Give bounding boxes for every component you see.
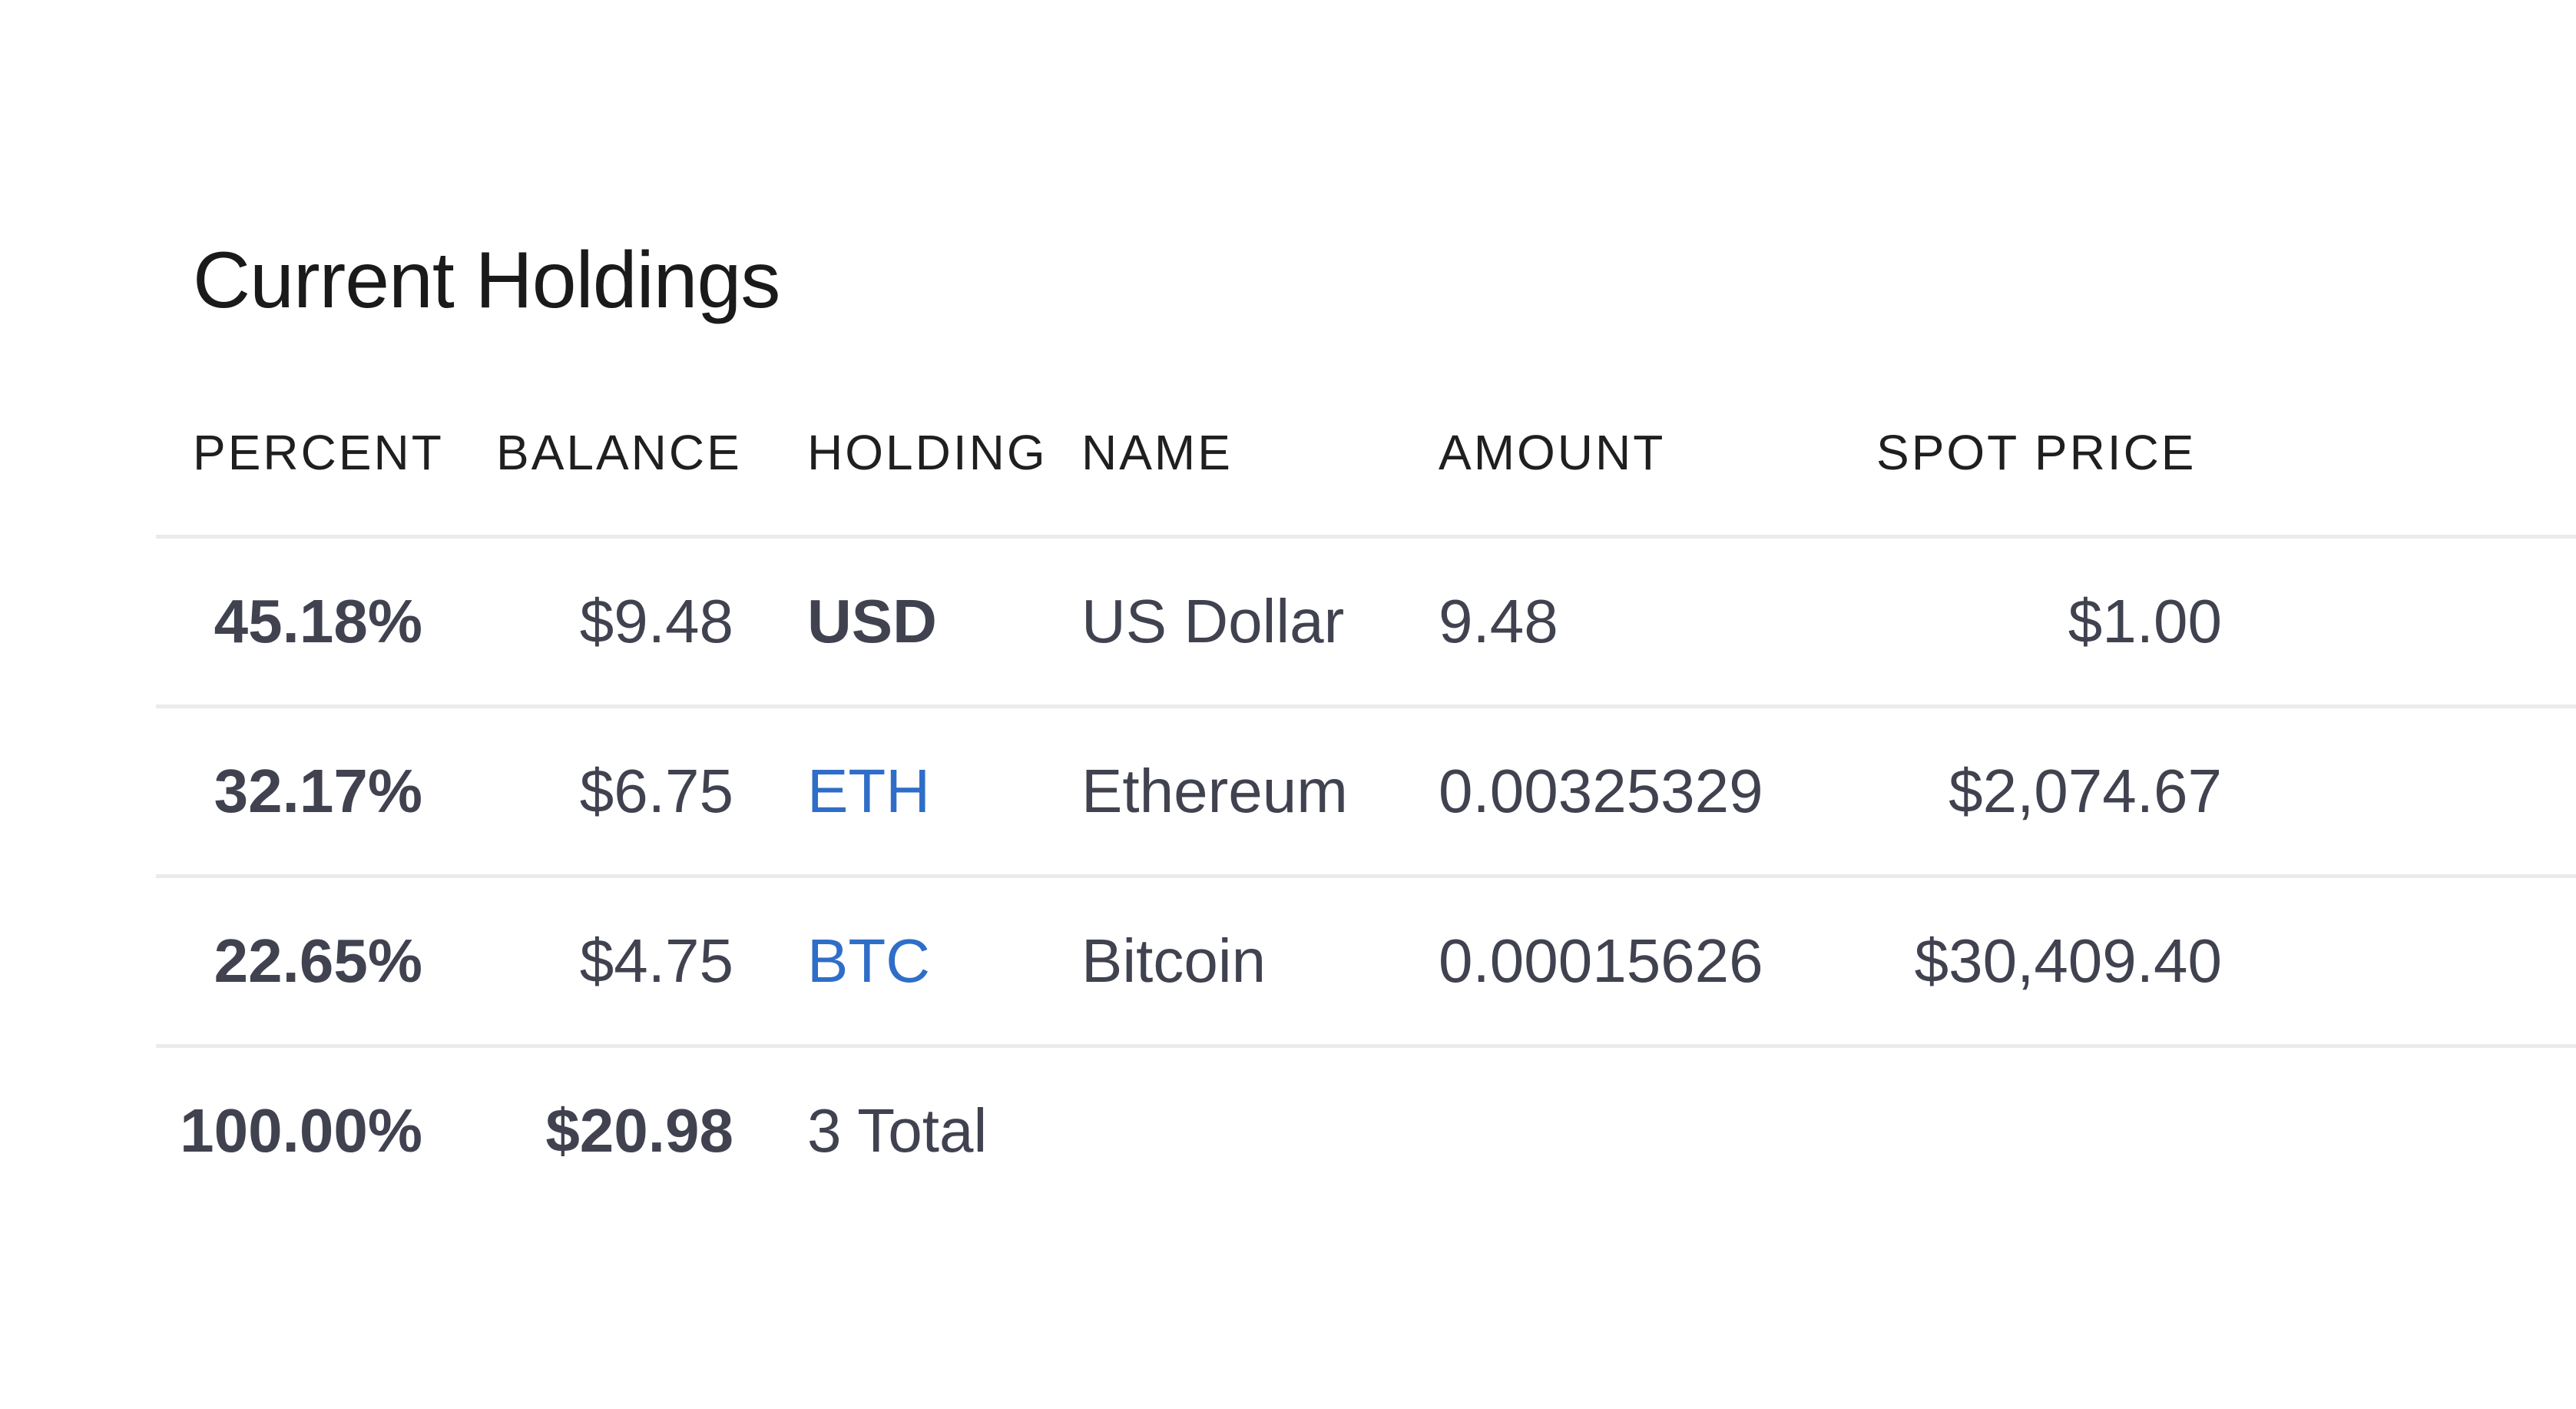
- row-holding: USD: [770, 535, 1081, 707]
- row-spot-price: $2,074.67: [1876, 704, 2222, 877]
- row-percent: 22.65%: [156, 874, 459, 1046]
- row-spacer: [2222, 535, 2576, 707]
- table-row: 45.18% $9.48 USD US Dollar 9.48 $1.00: [156, 535, 2576, 707]
- total-row: 100.00% $20.98 3 Total: [156, 1044, 2576, 1214]
- holding-link-btc[interactable]: BTC: [807, 927, 930, 995]
- row-name: Bitcoin: [1081, 874, 1439, 1046]
- row-balance: $9.48: [459, 535, 770, 707]
- total-holding-count: 3 Total: [770, 1044, 1081, 1214]
- column-header-spot-price: SPOT PRICE: [1876, 425, 2197, 480]
- row-balance: $4.75: [459, 874, 770, 1046]
- row-holding: ETH: [770, 704, 1081, 877]
- table-row: 22.65% $4.75 BTC Bitcoin 0.00015626 $30,…: [156, 874, 2576, 1046]
- row-balance: $6.75: [459, 704, 770, 877]
- total-empty-cell: [1876, 1044, 2222, 1214]
- total-percent: 100.00%: [156, 1044, 459, 1214]
- row-name: Ethereum: [1081, 704, 1439, 877]
- row-amount: 0.00015626: [1439, 874, 1876, 1046]
- row-spacer: [2222, 704, 2576, 877]
- total-empty-cell: [2222, 1044, 2576, 1214]
- column-header-name: NAME: [1081, 425, 1233, 480]
- total-empty-cell: [1439, 1044, 1876, 1214]
- total-balance: $20.98: [459, 1044, 770, 1214]
- column-header-amount: AMOUNT: [1439, 425, 1666, 480]
- row-spacer: [2222, 874, 2576, 1046]
- row-amount: 9.48: [1439, 535, 1876, 707]
- holding-link-eth[interactable]: ETH: [807, 757, 930, 825]
- column-header-balance: BALANCE: [496, 425, 742, 480]
- holding-symbol-usd: USD: [807, 587, 937, 655]
- column-header-spacer: [2222, 398, 2576, 537]
- row-name: US Dollar: [1081, 535, 1439, 707]
- row-percent: 32.17%: [156, 704, 459, 877]
- table-row: 32.17% $6.75 ETH Ethereum 0.00325329 $2,…: [156, 704, 2576, 877]
- row-percent: 45.18%: [156, 535, 459, 707]
- column-header-percent: PERCENT: [193, 425, 444, 480]
- column-header-holding: HOLDING: [807, 425, 1048, 480]
- holdings-table: PERCENT BALANCE HOLDING NAME AMOUNT SPOT…: [156, 398, 2576, 1214]
- row-spot-price: $30,409.40: [1876, 874, 2222, 1046]
- row-spot-price: $1.00: [1876, 535, 2222, 707]
- row-holding: BTC: [770, 874, 1081, 1046]
- row-amount: 0.00325329: [1439, 704, 1876, 877]
- table-header-row: PERCENT BALANCE HOLDING NAME AMOUNT SPOT…: [156, 398, 2576, 537]
- total-empty-cell: [1081, 1044, 1439, 1214]
- page-title: Current Holdings: [193, 236, 780, 325]
